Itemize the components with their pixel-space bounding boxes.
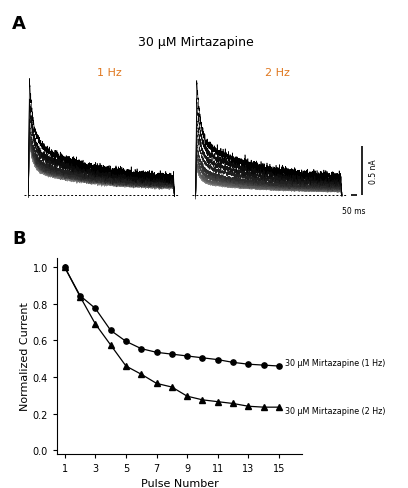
Text: A: A — [12, 15, 26, 33]
Text: 30 μM Mirtazapine: 30 μM Mirtazapine — [138, 36, 254, 49]
Y-axis label: Normalized Current: Normalized Current — [20, 302, 30, 410]
Text: 30 μM Mirtazapine (1 Hz): 30 μM Mirtazapine (1 Hz) — [285, 358, 386, 367]
Text: 30 μM Mirtazapine (2 Hz): 30 μM Mirtazapine (2 Hz) — [285, 407, 386, 415]
Text: 50 ms: 50 ms — [342, 206, 366, 215]
Text: 1 Hz: 1 Hz — [98, 68, 122, 78]
Text: B: B — [12, 229, 26, 247]
X-axis label: Pulse Number: Pulse Number — [141, 478, 218, 488]
Text: 0.5 nA: 0.5 nA — [369, 159, 378, 183]
Text: 2 Hz: 2 Hz — [265, 68, 289, 78]
